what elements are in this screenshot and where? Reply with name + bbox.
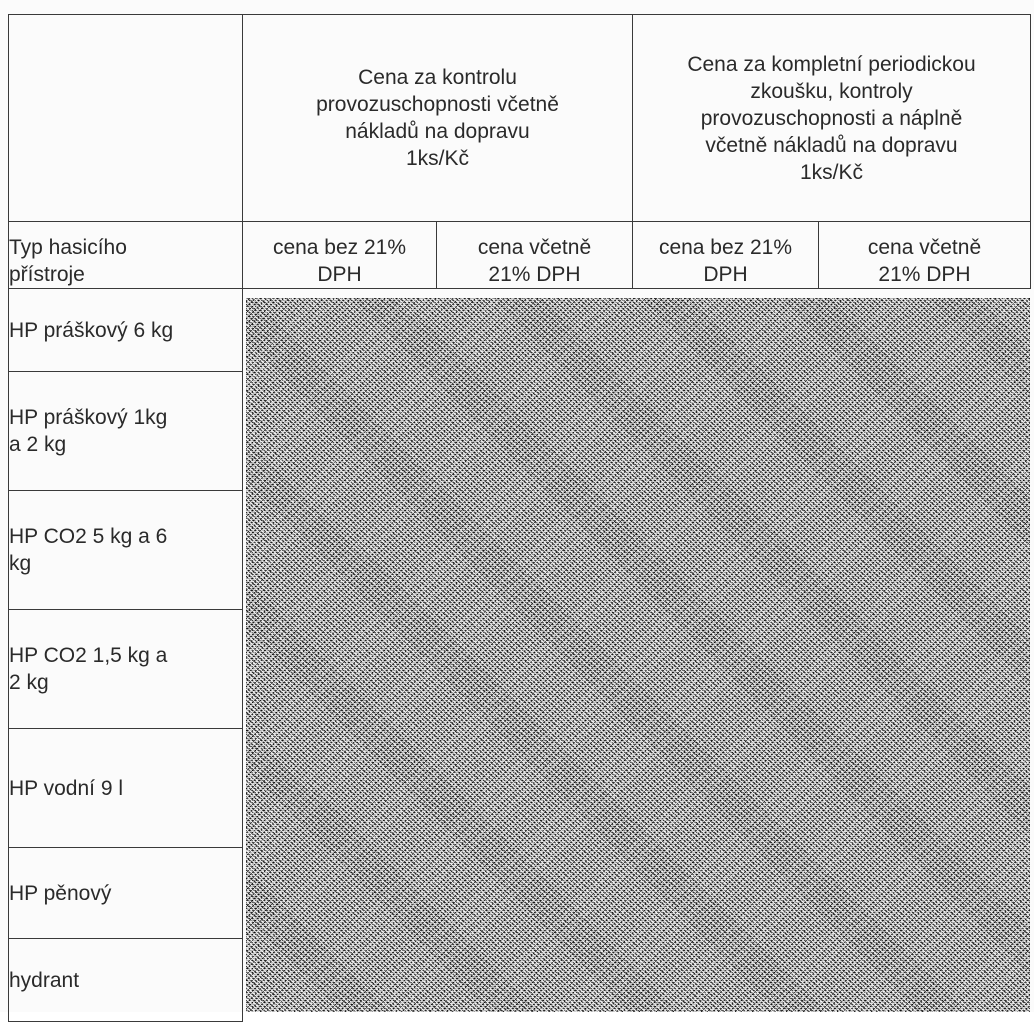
sub-header-price-without-vat: cena bez 21% DPH: [632, 221, 819, 289]
header-line: včetně nákladů na dopravu: [705, 133, 958, 157]
sub-header-price-with-vat: cena včetně 21% DPH: [436, 221, 633, 289]
header-line: nákladů na dopravu: [345, 120, 530, 143]
table-row: HP práškový 6 kg: [8, 288, 1031, 372]
table-row: HP CO2 1,5 kg a 2 kg: [8, 609, 1031, 729]
row-label-line: a 2 kg: [9, 433, 67, 456]
sub-header-line: cena včetně: [477, 236, 592, 259]
header-line: 1ks/Kč: [405, 147, 470, 170]
header-line: Cena za kompletní periodickou: [687, 52, 976, 76]
sub-header-line: cena bez 21%: [272, 236, 407, 259]
type-header-line: přístroje: [9, 263, 85, 286]
sub-header-price-without-vat: cena bez 21% DPH: [242, 221, 437, 289]
row-label-line: HP vodní 9 l: [9, 776, 124, 800]
table-row: HP práškový 1kg a 2 kg: [8, 371, 1031, 491]
table-row: HP CO2 5 kg a 6 kg: [8, 490, 1031, 610]
header-line: Cena za kontrolu: [358, 66, 517, 89]
row-label-line: HP práškový 6 kg: [9, 318, 174, 342]
group-header-periodic-test: Cena za kompletní periodickou zkoušku, k…: [632, 14, 1031, 222]
group-header-inspection: Cena za kontrolu provozuschopnosti včetn…: [242, 14, 633, 222]
row-label-line: kg: [9, 552, 32, 575]
row-label-line: HP CO2 1,5 kg a: [9, 644, 168, 667]
row-label-line: HP pěnový: [9, 881, 112, 905]
sub-header-line: 21% DPH: [488, 263, 581, 286]
row-label-cell: HP práškový 1kg a 2 kg: [8, 371, 243, 491]
type-column-header: Typ hasicího přístroje: [8, 221, 243, 289]
row-label-line: 2 kg: [9, 671, 49, 694]
row-label-cell: HP CO2 5 kg a 6 kg: [8, 490, 243, 610]
row-label-cell: HP vodní 9 l: [8, 728, 243, 848]
redaction-noise-block: [246, 298, 1030, 1012]
sub-header-line: cena bez 21%: [658, 236, 793, 259]
row-label-line: hydrant: [9, 968, 80, 992]
type-header-line: Typ hasicího: [9, 236, 127, 259]
table-sub-header-row: Typ hasicího přístroje cena bez 21% DPH …: [8, 221, 1031, 289]
row-label-line: HP CO2 5 kg a 6: [9, 525, 168, 548]
header-line: provozuschopnosti včetně: [316, 93, 559, 116]
header-line: provozuschopnosti a náplně: [700, 106, 963, 130]
sub-header-line: DPH: [317, 263, 362, 286]
row-label-line: HP práškový 1kg: [9, 406, 168, 429]
table-group-header-row: Cena za kontrolu provozuschopnosti včetn…: [8, 14, 1031, 222]
sub-header-line: cena včetně: [867, 236, 982, 259]
price-table: Cena za kontrolu provozuschopnosti včetn…: [8, 14, 1031, 1022]
empty-corner-cell: [8, 14, 243, 222]
header-line: 1ks/Kč: [799, 160, 864, 184]
header-line: zkoušku, kontroly: [750, 79, 913, 103]
sub-header-price-with-vat: cena včetně 21% DPH: [818, 221, 1031, 289]
table-row: hydrant: [8, 938, 1031, 1022]
row-label-cell: HP práškový 6 kg: [8, 288, 243, 372]
row-label-cell: hydrant: [8, 938, 243, 1022]
sub-header-line: 21% DPH: [878, 263, 971, 286]
row-label-cell: HP CO2 1,5 kg a 2 kg: [8, 609, 243, 729]
table-row: HP pěnový: [8, 847, 1031, 939]
sub-header-line: DPH: [703, 263, 748, 286]
table-row: HP vodní 9 l: [8, 728, 1031, 848]
row-label-cell: HP pěnový: [8, 847, 243, 939]
